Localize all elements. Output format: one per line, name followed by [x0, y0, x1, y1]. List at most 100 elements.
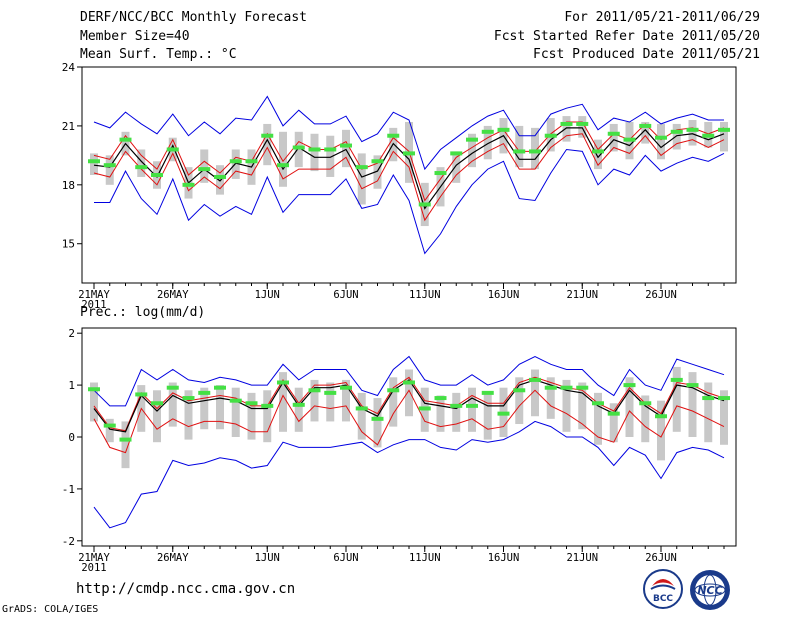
spread-box: [720, 390, 728, 445]
observed-marker: [655, 135, 667, 140]
source-url[interactable]: http://cmdp.ncc.cma.gov.cn: [76, 581, 296, 597]
x-year-label-0: 2011: [81, 299, 106, 311]
observed-marker: [434, 396, 447, 401]
spread-box: [657, 400, 665, 461]
observed-marker: [513, 388, 526, 393]
spread-box: [90, 382, 98, 422]
spread-box: [720, 121, 728, 152]
observed-marker: [607, 131, 620, 136]
envelope-max-line: [93, 355, 725, 407]
y-tick-label-0: 18: [62, 179, 75, 192]
y-tick-label-1: 2: [68, 327, 75, 340]
spread-box: [168, 382, 177, 427]
observed-marker: [418, 202, 431, 207]
x-year-label-1: 2011: [81, 562, 106, 574]
observed-marker: [292, 402, 305, 407]
envelope-max-line: [93, 95, 724, 171]
spread-box: [641, 395, 650, 443]
spread-box: [672, 366, 681, 432]
observed-marker: [529, 149, 541, 154]
observed-marker: [166, 147, 179, 152]
chart-title: DERF/NCC/BCC Monthly Forecast: [80, 10, 307, 25]
x-tick-label-0: 1JUN: [255, 289, 280, 301]
x-tick-label-1: 21JUN: [566, 552, 598, 564]
observed-marker: [560, 121, 573, 126]
observed-marker: [481, 129, 494, 134]
spread-box: [515, 125, 524, 168]
spread-box: [326, 135, 335, 177]
spread-box: [389, 377, 398, 427]
spread-box: [357, 153, 366, 205]
spread-box: [657, 123, 665, 160]
x-tick-label-1: 26JUN: [645, 552, 677, 564]
observed-marker: [466, 137, 478, 142]
ensemble-mean-line: [93, 379, 725, 433]
spread-box: [468, 387, 476, 432]
observed-marker: [670, 377, 683, 382]
observed-marker: [387, 133, 400, 138]
spread-box: [625, 377, 634, 437]
observed-marker: [434, 171, 447, 176]
observed-marker: [292, 145, 305, 150]
y-tick-label-0: 15: [62, 238, 75, 251]
observed-marker: [166, 385, 179, 390]
spread-box: [373, 155, 382, 189]
observed-marker: [88, 159, 100, 164]
spread-box: [546, 377, 555, 419]
x-tick-label-0: 21JUN: [566, 289, 598, 301]
observed-marker: [245, 401, 258, 406]
observed-marker: [560, 385, 573, 390]
observed-marker: [229, 398, 242, 403]
x-tick-label-0: 26MAY: [157, 289, 189, 301]
observed-marker: [718, 127, 730, 132]
spread-box: [279, 372, 287, 432]
observed-marker: [670, 129, 683, 134]
observed-marker: [324, 390, 337, 395]
observed-marker: [324, 147, 337, 152]
ncc-logo-text: NCC: [697, 584, 722, 597]
envelope-min-line: [93, 420, 725, 529]
ensemble-mean-line: [93, 127, 725, 210]
spread-box: [216, 165, 224, 195]
y-tick-label-1: -1: [62, 483, 75, 496]
spread-box: [357, 392, 366, 440]
spread-box: [672, 123, 681, 150]
y-tick-label-1: 1: [68, 379, 75, 392]
observed-marker: [497, 127, 510, 132]
observed-marker: [686, 127, 699, 132]
forecast-produced-date: Fcst Produced Date 2011/05/21: [533, 47, 760, 62]
spread-box: [105, 155, 114, 185]
x-tick-label-0: 11JUN: [409, 289, 441, 301]
observed-marker: [529, 377, 541, 382]
observed-marker: [371, 159, 384, 164]
observed-marker: [450, 151, 463, 156]
observed-marker: [135, 392, 148, 397]
observed-marker: [481, 390, 494, 395]
observed-marker: [450, 403, 463, 408]
observed-marker: [355, 406, 368, 411]
observed-marker: [135, 165, 148, 170]
spread-box: [688, 372, 697, 437]
observed-marker: [151, 401, 163, 406]
members-upper-line: [93, 376, 725, 432]
spread-box: [263, 390, 272, 443]
observed-marker: [639, 401, 652, 406]
forecast-start-date: Fcst Started Refer Date 2011/05/20: [493, 29, 760, 44]
spread-box: [310, 379, 319, 422]
observed-marker: [702, 396, 715, 401]
observed-marker: [702, 133, 715, 138]
spread-box: [704, 382, 713, 443]
observed-marker: [261, 133, 274, 138]
member-size-label: Member Size=40: [80, 29, 190, 44]
observed-marker: [655, 414, 667, 419]
spread-box: [216, 385, 224, 430]
spread-box: [609, 123, 618, 152]
x-tick-label-0: 21MAY: [78, 289, 110, 301]
observed-marker: [403, 151, 415, 156]
observed-marker: [371, 416, 384, 421]
observed-marker: [340, 385, 352, 390]
spread-box: [594, 139, 602, 170]
variable-label: Mean Surf. Temp.: °C: [80, 47, 237, 62]
spread-box: [483, 125, 492, 160]
